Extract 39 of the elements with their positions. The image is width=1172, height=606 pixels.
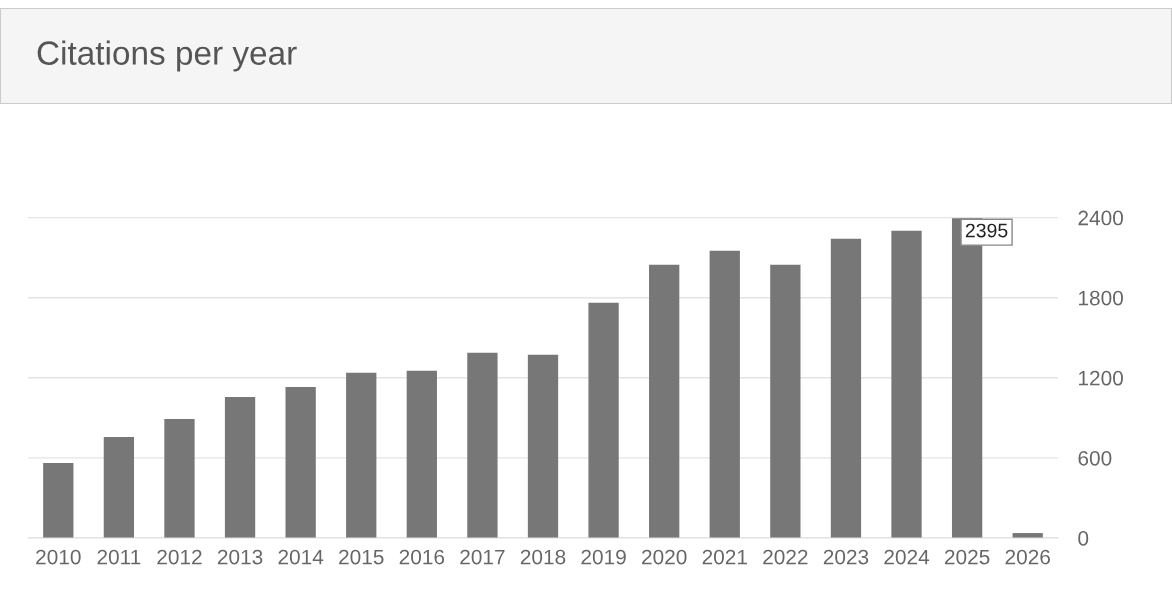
x-tick-label: 2014 xyxy=(278,549,324,565)
x-tick-label: 2010 xyxy=(36,549,81,565)
bar xyxy=(830,238,862,538)
x-tick-label: 2012 xyxy=(157,549,202,565)
x-tick-label: 2026 xyxy=(1005,549,1050,565)
x-tick-label: 2021 xyxy=(702,549,747,565)
bar xyxy=(103,436,135,538)
x-tick-label: 2023 xyxy=(823,549,869,565)
bar xyxy=(346,372,377,538)
y-tick-label: 2400 xyxy=(1078,210,1123,226)
x-tick-label: 2020 xyxy=(642,549,687,565)
y-tick-label: 1200 xyxy=(1079,370,1123,386)
bar xyxy=(649,264,680,538)
chart-title: Citations per year xyxy=(37,40,297,72)
annotation: 2395 xyxy=(965,223,1008,238)
x-tick-label: 2011 xyxy=(97,549,141,565)
x-tick-label: 2013 xyxy=(217,549,263,565)
bar xyxy=(891,230,922,538)
bar xyxy=(285,386,316,538)
x-tick-label: 2015 xyxy=(339,549,384,565)
y-tick-label: 1800 xyxy=(1079,290,1123,306)
bar xyxy=(43,462,74,538)
bar xyxy=(406,370,437,538)
bar xyxy=(164,418,195,538)
bar xyxy=(527,354,559,538)
x-tick-label: 2017 xyxy=(460,549,505,565)
bar xyxy=(467,352,498,538)
x-tick-label: 2022 xyxy=(763,549,808,565)
x-tick-label: 2024 xyxy=(884,549,930,565)
bar xyxy=(709,250,740,538)
x-tick-label: 2016 xyxy=(399,549,445,565)
x-tick-label: 2019 xyxy=(581,549,626,565)
bar xyxy=(224,396,256,538)
y-tick-label: 0 xyxy=(1078,531,1089,546)
bar xyxy=(770,264,801,538)
x-tick-label: 2018 xyxy=(520,549,566,565)
y-tick-label: 600 xyxy=(1078,450,1112,466)
bar xyxy=(588,302,619,538)
x-tick-label: 2025 xyxy=(945,549,990,565)
